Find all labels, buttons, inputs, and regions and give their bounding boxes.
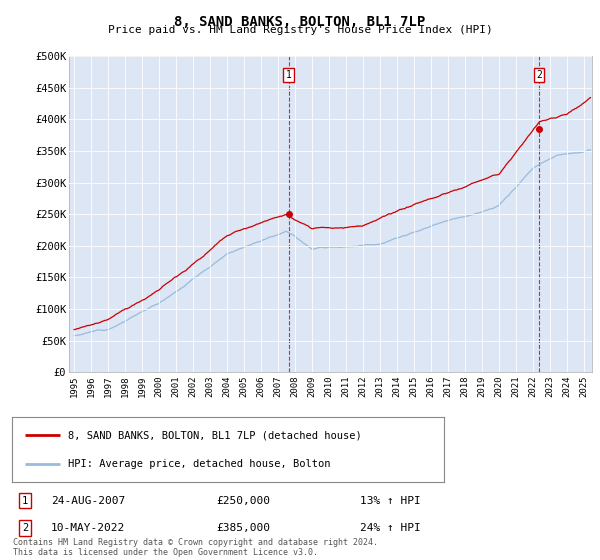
Text: HPI: Average price, detached house, Bolton: HPI: Average price, detached house, Bolt… — [68, 459, 331, 469]
Text: 2: 2 — [536, 70, 542, 80]
Text: 13% ↑ HPI: 13% ↑ HPI — [360, 496, 421, 506]
Text: 24-AUG-2007: 24-AUG-2007 — [51, 496, 125, 506]
Text: 8, SAND BANKS, BOLTON, BL1 7LP: 8, SAND BANKS, BOLTON, BL1 7LP — [175, 15, 425, 29]
Text: 1: 1 — [286, 70, 292, 80]
Text: Price paid vs. HM Land Registry's House Price Index (HPI): Price paid vs. HM Land Registry's House … — [107, 25, 493, 35]
Text: 10-MAY-2022: 10-MAY-2022 — [51, 523, 125, 533]
Text: 24% ↑ HPI: 24% ↑ HPI — [360, 523, 421, 533]
Text: 2: 2 — [22, 523, 28, 533]
Text: £250,000: £250,000 — [216, 496, 270, 506]
Text: 1: 1 — [22, 496, 28, 506]
Text: £385,000: £385,000 — [216, 523, 270, 533]
Text: Contains HM Land Registry data © Crown copyright and database right 2024.
This d: Contains HM Land Registry data © Crown c… — [13, 538, 378, 557]
Text: 8, SAND BANKS, BOLTON, BL1 7LP (detached house): 8, SAND BANKS, BOLTON, BL1 7LP (detached… — [68, 430, 362, 440]
